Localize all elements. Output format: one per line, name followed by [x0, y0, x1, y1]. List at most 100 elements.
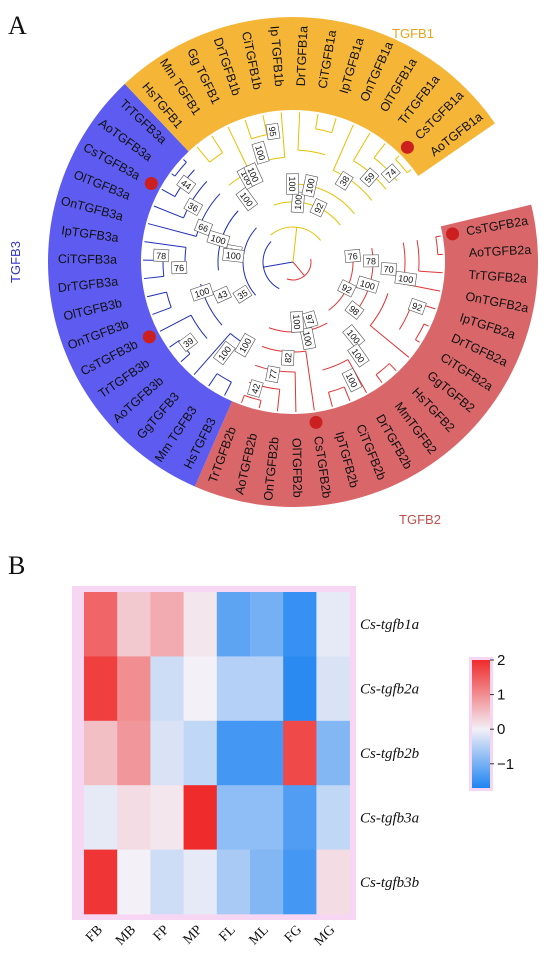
bootstrap-value: 100	[355, 275, 380, 294]
bootstrap-value: 76	[171, 260, 188, 275]
leaf-branch	[152, 306, 172, 315]
heatmap-cell	[84, 656, 118, 722]
svg-text:44: 44	[179, 178, 193, 192]
svg-text:35: 35	[236, 288, 250, 302]
svg-text:43: 43	[216, 288, 229, 301]
leaf-branch	[327, 392, 333, 407]
leaf-branch	[193, 333, 231, 376]
heatmap-cell	[283, 849, 317, 915]
leaf-branch	[180, 353, 191, 363]
colorbar-tick-label: 0	[497, 721, 505, 738]
heatmap-cell	[84, 592, 118, 657]
bootstrap-value: 78	[363, 254, 379, 268]
clade-arc	[322, 359, 349, 371]
leaf-label: OnTGFB2b	[261, 436, 282, 501]
svg-text:59: 59	[363, 171, 377, 185]
svg-text:100: 100	[225, 250, 241, 262]
leaf-branch	[388, 363, 397, 372]
heatmap-cell	[183, 720, 218, 786]
bootstrap-value: 92	[337, 279, 357, 298]
svg-text:100: 100	[398, 273, 414, 285]
heatmap-cell	[316, 720, 350, 786]
leaf-branch	[369, 325, 410, 358]
leaf-branch	[171, 173, 176, 177]
leaf-label: TrTGFB2a	[468, 268, 527, 286]
root-branch	[292, 261, 305, 277]
bootstrap-value: 100	[301, 174, 319, 198]
leaf-branch	[147, 223, 197, 237]
colorbar-tick-label: 2	[497, 652, 505, 669]
leaf-label: OlTGFB2b	[289, 438, 304, 498]
leaf-branch	[280, 112, 286, 158]
clade-arc	[333, 170, 373, 201]
leaf-branch	[244, 119, 252, 139]
leaf-branch	[153, 205, 184, 219]
svg-text:70: 70	[383, 264, 394, 275]
svg-text:92: 92	[312, 201, 325, 214]
sector-tgfb2	[194, 204, 538, 507]
svg-text:95: 95	[267, 126, 278, 137]
svg-text:100: 100	[287, 176, 297, 191]
heatmap-cell	[117, 656, 151, 722]
heatmap-cell	[283, 592, 317, 657]
svg-text:92: 92	[340, 282, 353, 295]
clade-arc	[415, 323, 425, 340]
svg-text:74: 74	[384, 167, 398, 181]
clade-arc	[166, 292, 172, 308]
heatmap-cell	[283, 720, 317, 786]
heatmap-cell	[183, 785, 218, 850]
heatmap-cell	[250, 785, 284, 850]
heatmap-colorbar: 2 1 0 −1	[469, 652, 514, 791]
svg-text:78: 78	[366, 256, 376, 266]
heatmap-cell	[250, 849, 284, 915]
svg-text:38: 38	[338, 174, 352, 188]
leaf-branch	[258, 400, 262, 409]
group-sectors	[48, 17, 538, 507]
leaf-branch	[211, 135, 224, 153]
bootstrap-value: 100	[206, 230, 231, 249]
bootstrap-value: 92	[309, 197, 328, 218]
leaf-label: DrTGFB3a	[57, 274, 119, 295]
column-label: FL	[217, 923, 239, 945]
svg-text:82: 82	[283, 353, 294, 364]
leaf-branch	[343, 386, 351, 401]
bootstrap-value: 100	[243, 162, 264, 187]
clade-arc	[297, 149, 326, 156]
column-label: FG	[282, 923, 305, 946]
clade-arc	[184, 247, 187, 274]
clade-arc	[373, 157, 398, 182]
column-label: MB	[113, 923, 139, 949]
heatmap-cell	[183, 592, 218, 657]
bootstrap-value: 100	[299, 327, 317, 351]
row-label: Cs-tgfb2a	[360, 682, 419, 698]
bootstrap-value: 100	[222, 247, 245, 263]
bootstrap-value: 59	[359, 167, 380, 188]
heatmap-cell	[250, 592, 284, 657]
leaf-branch	[276, 389, 281, 412]
heatmap-cell	[150, 656, 184, 722]
colorbar-gradient	[472, 660, 490, 788]
clade-arc	[183, 181, 208, 219]
leaf-branch	[208, 373, 218, 387]
heatmap-cell	[150, 720, 184, 786]
svg-text:77: 77	[268, 368, 280, 380]
leaf-branch	[161, 188, 176, 198]
clade-arc	[296, 183, 355, 215]
svg-text:100: 100	[291, 314, 302, 330]
leaf-branch	[347, 359, 367, 393]
clade-arc	[328, 386, 345, 393]
bootstrap-value: 100	[234, 332, 256, 358]
leaf-branch	[406, 169, 412, 174]
column-label: MG	[312, 923, 339, 950]
leaf-branch	[294, 371, 297, 412]
leaf-branch	[415, 339, 420, 343]
leaf-branch	[262, 114, 268, 135]
panel-a-label: A	[8, 11, 27, 40]
svg-text:97: 97	[303, 313, 315, 325]
svg-text:66: 66	[197, 221, 210, 234]
row-label: Cs-tgfb2b	[360, 746, 420, 762]
leaf-branch	[435, 235, 441, 238]
heatmap-cell	[216, 656, 251, 722]
heatmap-cell	[216, 592, 251, 657]
bootstrap-value: 97	[301, 310, 319, 329]
